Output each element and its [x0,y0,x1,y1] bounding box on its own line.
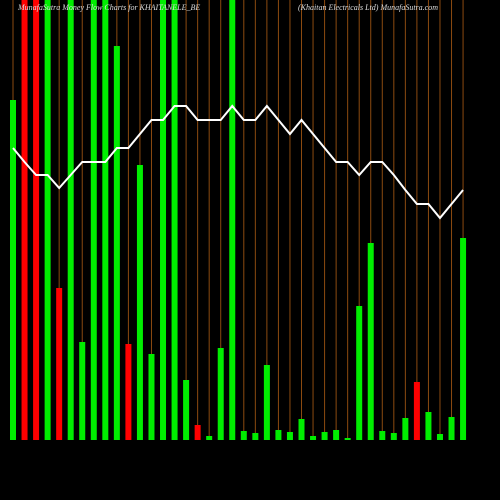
bar [102,0,109,440]
bar [194,425,201,440]
bar [310,436,317,440]
bar [183,380,190,440]
bar [425,412,432,440]
bar [217,348,224,440]
bar [33,0,40,440]
bar [21,0,28,440]
bar [44,0,51,440]
bar [10,100,16,440]
bar [240,431,247,440]
bar [125,344,132,440]
bar [67,0,74,440]
price-line [12,104,464,220]
bar [436,434,443,440]
chart-title: MunafaSutra Money Flow Charts for KHAITA… [17,3,200,12]
bar [252,433,259,440]
bar [206,436,213,440]
bar [90,0,97,440]
bar [286,432,293,440]
bar [402,418,409,440]
bar [344,438,351,440]
bar [160,0,167,440]
bar [367,243,374,440]
bar [275,430,282,440]
bar [321,432,328,440]
bar [136,165,143,440]
bar [413,382,420,440]
bar [171,0,178,440]
bar [356,306,363,440]
bar [379,431,386,440]
bar [448,417,455,440]
bar [56,288,63,440]
bar [229,0,236,440]
bar [460,238,467,440]
bar [298,419,305,440]
bars [10,0,467,440]
bar [263,365,270,440]
chart-subtitle: (Khaitan Electricals Ltd) MunafaSutra.co… [298,3,438,12]
bar [113,46,120,440]
bar [148,354,155,440]
bar [333,430,340,440]
bar [390,433,397,440]
bar [79,342,86,440]
